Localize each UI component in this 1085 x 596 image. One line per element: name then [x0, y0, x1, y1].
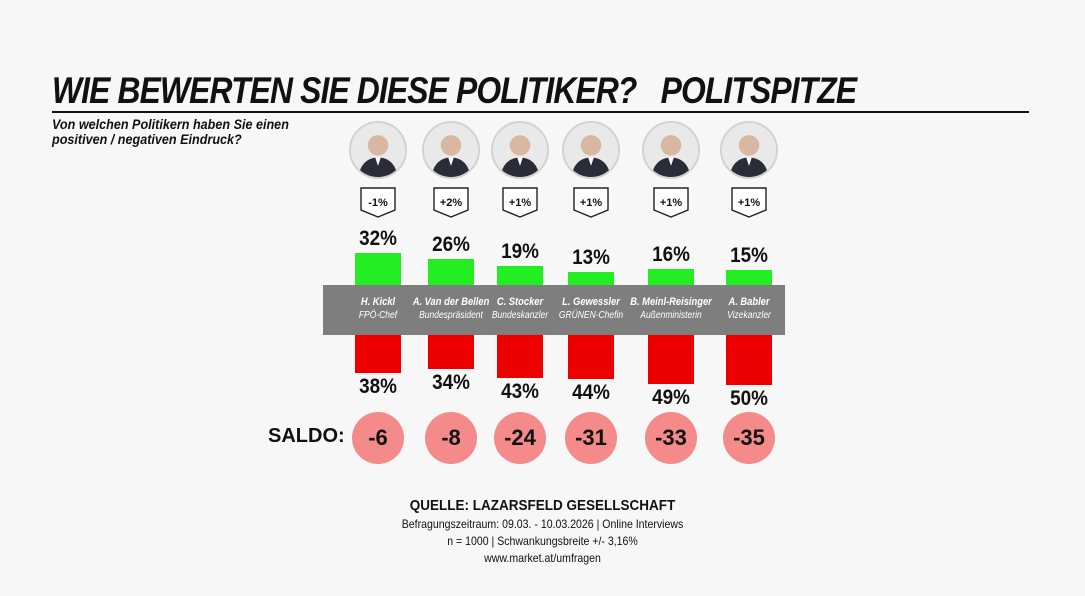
politician-role: Bundeskanzler — [491, 310, 549, 321]
change-tag-shape — [360, 187, 396, 218]
politician-name: B. Meinl-Reisinger — [630, 296, 712, 308]
politician-label: B. Meinl-Reisinger Außenministerin — [624, 295, 718, 322]
negative-bar — [355, 335, 401, 373]
portrait-photo — [349, 121, 407, 179]
saldo-circle: -35 — [723, 412, 775, 464]
negative-bar — [497, 335, 543, 378]
saldo-circle: -6 — [352, 412, 404, 464]
change-tag-shape — [573, 187, 609, 218]
question-text: Von welchen Politikern haben Sie einen p… — [52, 116, 289, 147]
positive-value-label: 26% — [432, 233, 470, 256]
positive-bar — [648, 269, 694, 285]
positive-bar — [568, 272, 614, 285]
portrait-photo — [491, 121, 549, 179]
positive-bar — [497, 266, 543, 285]
person-icon — [564, 123, 618, 177]
negative-value-label: 49% — [652, 386, 690, 409]
positive-value-label: 19% — [501, 240, 539, 263]
portrait-photo — [642, 121, 700, 179]
change-value: +1% — [579, 197, 603, 209]
portrait-photo — [720, 121, 778, 179]
change-tag-shape — [731, 187, 767, 218]
saldo-circle: -33 — [645, 412, 697, 464]
negative-bar — [648, 335, 694, 384]
politician-name: A. Babler — [728, 296, 770, 308]
politician-role: GRÜNEN-Chefin — [558, 310, 624, 321]
saldo-label: SALDO: — [268, 425, 345, 447]
positive-bar — [726, 270, 772, 285]
politician-role: FPÖ-Chef — [358, 310, 398, 321]
change-value: +1% — [737, 197, 761, 209]
name-band — [323, 285, 785, 335]
politician-name: H. Kickl — [360, 296, 396, 308]
sample-info: n = 1000 | Schwankungsbreite +/- 3,16% — [447, 534, 638, 548]
saldo-circle: -24 — [494, 412, 546, 464]
saldo-circle: -31 — [565, 412, 617, 464]
person-icon — [722, 123, 776, 177]
politician-role: Vizekanzler — [727, 310, 771, 321]
negative-value-label: 43% — [501, 380, 539, 403]
positive-value-label: 15% — [730, 244, 768, 267]
change-tag: +1% — [653, 187, 689, 218]
portrait-photo — [562, 121, 620, 179]
person-icon — [644, 123, 698, 177]
negative-bar — [428, 335, 474, 369]
positive-bar — [355, 253, 401, 285]
person-icon — [351, 123, 405, 177]
portrait-photo — [422, 121, 480, 179]
politician-label: C. Stocker Bundeskanzler — [473, 295, 567, 322]
survey-period: Befragungszeitraum: 09.03. - 10.03.2026 … — [401, 517, 684, 531]
positive-bar — [428, 259, 474, 285]
saldo-circle: -8 — [425, 412, 477, 464]
subtitle-text: POLITSPITZE — [660, 70, 857, 111]
change-value: -1% — [368, 197, 388, 209]
change-tag-shape — [653, 187, 689, 218]
source-url: www.market.at/umfragen — [484, 551, 601, 565]
politician-role: Bundespräsident — [419, 310, 483, 321]
change-tag: +2% — [433, 187, 469, 218]
politician-label: A. Van der Bellen Bundespräsident — [404, 295, 498, 322]
politician-role: Außenministerin — [640, 310, 702, 321]
politician-label: L. Gewessler GRÜNEN-Chefin — [544, 295, 638, 322]
person-icon — [424, 123, 478, 177]
positive-value-label: 13% — [572, 246, 610, 269]
change-tag: +1% — [731, 187, 767, 218]
change-tag-shape — [433, 187, 469, 218]
change-tag: +1% — [573, 187, 609, 218]
negative-value-label: 34% — [432, 371, 470, 394]
negative-value-label: 38% — [359, 375, 397, 398]
person-icon — [493, 123, 547, 177]
title-divider — [52, 111, 1029, 113]
negative-bar — [726, 335, 772, 385]
positive-value-label: 32% — [359, 227, 397, 250]
change-value: +1% — [508, 197, 532, 209]
politician-label: H. Kickl FPÖ-Chef — [331, 295, 425, 322]
politician-label: A. Babler Vizekanzler — [702, 295, 796, 322]
negative-bar — [568, 335, 614, 379]
negative-value-label: 50% — [730, 387, 768, 410]
change-tag: +1% — [502, 187, 538, 218]
change-value: +2% — [439, 197, 463, 209]
change-value: +1% — [659, 197, 683, 209]
politician-name: C. Stocker — [496, 296, 544, 308]
chart-title: WIE BEWERTEN SIE DIESE POLITIKER? POLITSP… — [52, 70, 857, 112]
change-tag: -1% — [360, 187, 396, 218]
title-text: WIE BEWERTEN SIE DIESE POLITIKER? — [52, 70, 637, 111]
change-tag-shape — [502, 187, 538, 218]
positive-value-label: 16% — [652, 243, 690, 266]
negative-value-label: 44% — [572, 381, 610, 404]
politician-name: L. Gewessler — [562, 296, 620, 308]
politician-name: A. Van der Bellen — [412, 296, 490, 308]
source-label: QUELLE: LAZARSFELD GESELLSCHAFT — [409, 497, 676, 514]
